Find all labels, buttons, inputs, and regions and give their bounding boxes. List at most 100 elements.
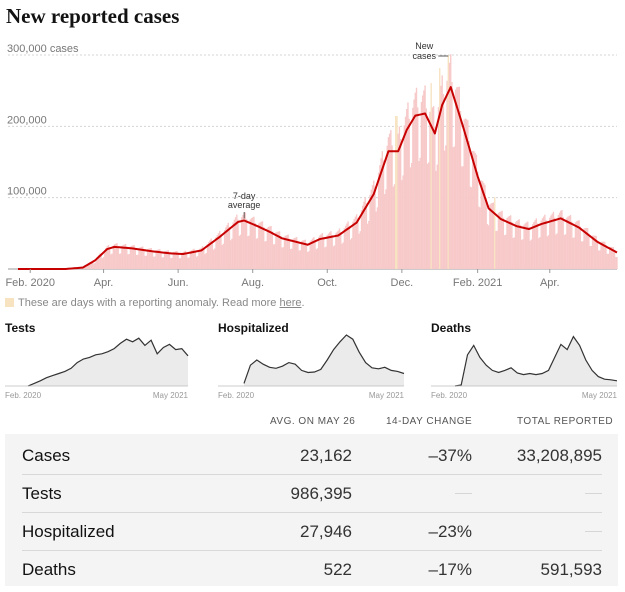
- row-label: Hospitalized: [22, 522, 115, 541]
- daily-bar: [417, 107, 419, 269]
- daily-bar: [287, 234, 289, 269]
- daily-bar: [303, 240, 305, 269]
- anomaly-swatch: [5, 298, 14, 307]
- daily-bar: [519, 224, 522, 269]
- daily-bar: [557, 215, 560, 269]
- daily-bar: [101, 258, 104, 269]
- daily-bar: [278, 231, 281, 269]
- daily-bar: [126, 246, 128, 269]
- daily-bar: [264, 241, 266, 269]
- daily-bar: [283, 236, 286, 269]
- daily-bar: [409, 167, 412, 269]
- daily-bar: [144, 255, 146, 269]
- daily-bar: [355, 214, 358, 269]
- row-total: 591,593: [540, 560, 602, 579]
- daily-bar: [591, 235, 594, 269]
- daily-bar: [140, 246, 143, 269]
- table-row: Hospitalized 27,946 –23%: [22, 512, 602, 551]
- daily-bar: [397, 133, 399, 269]
- daily-bar: [155, 250, 157, 269]
- daily-bar: [390, 130, 392, 269]
- daily-bar: [99, 253, 101, 269]
- daily-bar: [137, 254, 139, 269]
- row-total-empty: [585, 493, 602, 494]
- daily-bar: [604, 241, 606, 269]
- daily-bar: [340, 231, 342, 269]
- daily-bar: [391, 145, 393, 269]
- daily-bar: [456, 87, 458, 269]
- table-row: Deaths 522 –17% 591,593: [22, 550, 602, 588]
- daily-bar: [595, 235, 597, 269]
- daily-bar: [523, 224, 525, 269]
- daily-bar: [365, 203, 368, 269]
- daily-bar: [111, 253, 113, 269]
- hospitalized-x-tick-end: May 2021: [369, 391, 405, 400]
- daily-bar: [157, 249, 160, 269]
- daily-bar: [237, 219, 239, 269]
- daily-bar: [281, 247, 283, 269]
- daily-bar: [428, 162, 430, 269]
- daily-bar: [552, 211, 555, 269]
- daily-bar: [223, 230, 226, 269]
- daily-bar: [145, 255, 148, 269]
- daily-bar: [206, 244, 209, 269]
- daily-bar: [562, 217, 564, 269]
- daily-bar: [425, 108, 427, 269]
- daily-bar: [479, 207, 481, 269]
- daily-bar: [104, 249, 106, 269]
- daily-bar: [362, 205, 364, 269]
- daily-bar: [594, 235, 596, 269]
- daily-bar: [204, 254, 206, 269]
- daily-bar: [474, 152, 476, 269]
- daily-bar: [366, 223, 369, 269]
- annotation-line: average: [228, 200, 261, 210]
- daily-bar: [357, 218, 359, 269]
- daily-bar: [527, 221, 529, 269]
- daily-bar: [198, 249, 200, 269]
- daily-bar: [453, 146, 456, 269]
- daily-bar: [457, 86, 459, 269]
- daily-bar: [188, 257, 190, 269]
- daily-bar: [203, 247, 205, 269]
- daily-bar: [419, 157, 421, 269]
- daily-bar: [454, 89, 457, 270]
- daily-bar: [363, 201, 365, 269]
- daily-bar: [555, 234, 557, 269]
- daily-bar: [530, 239, 533, 269]
- x-tick-label: Apr.: [540, 277, 560, 289]
- daily-bar: [294, 237, 297, 269]
- daily-bar: [313, 237, 315, 269]
- hospitalized-line: [243, 334, 405, 384]
- daily-bar: [173, 251, 176, 269]
- deaths-area: [455, 336, 617, 386]
- daily-bar: [205, 253, 207, 269]
- daily-bar: [277, 231, 280, 269]
- daily-bar: [528, 227, 530, 269]
- daily-bar: [241, 217, 243, 269]
- daily-bar: [359, 231, 361, 269]
- daily-bar: [129, 246, 132, 269]
- read-more-link[interactable]: here: [279, 297, 302, 309]
- header-change: 14-DAY CHANGE: [386, 416, 473, 427]
- daily-bar: [292, 238, 294, 269]
- daily-bar: [135, 255, 138, 269]
- daily-bar: [491, 202, 493, 269]
- daily-bar: [302, 240, 304, 269]
- daily-bar: [611, 246, 613, 269]
- daily-bar: [469, 186, 471, 269]
- annotation-new-cases: New cases: [413, 41, 437, 61]
- daily-bar: [480, 180, 482, 269]
- daily-bar: [518, 219, 520, 269]
- daily-bar: [238, 235, 240, 269]
- row-change: –37%: [428, 446, 472, 465]
- daily-bar: [293, 238, 295, 269]
- daily-bar: [89, 262, 91, 269]
- daily-bar: [583, 228, 585, 269]
- daily-bar: [149, 248, 151, 269]
- daily-bar: [296, 237, 298, 269]
- daily-bar: [544, 214, 546, 269]
- daily-bar: [473, 151, 475, 269]
- daily-bar: [249, 219, 251, 269]
- daily-bar: [194, 250, 196, 269]
- daily-bar: [470, 187, 473, 269]
